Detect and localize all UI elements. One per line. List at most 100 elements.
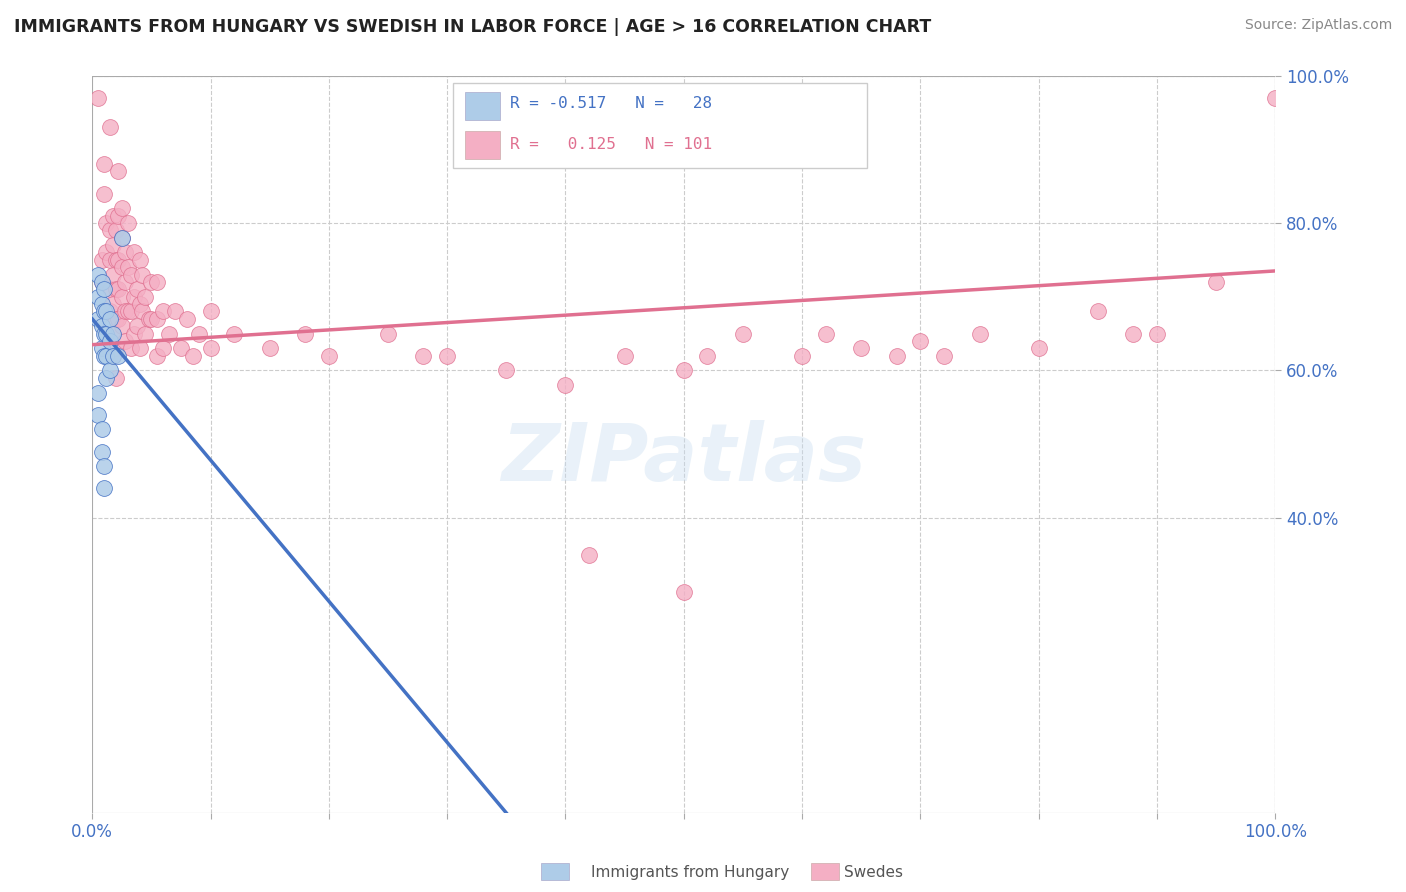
Point bbox=[152, 342, 174, 356]
Point bbox=[107, 349, 129, 363]
Point bbox=[98, 334, 121, 348]
Text: Swedes: Swedes bbox=[844, 865, 903, 880]
Point bbox=[107, 282, 129, 296]
Point bbox=[96, 216, 118, 230]
Point bbox=[932, 349, 955, 363]
Point bbox=[1122, 326, 1144, 341]
Point bbox=[93, 304, 115, 318]
Point bbox=[93, 482, 115, 496]
Point bbox=[87, 311, 110, 326]
Point bbox=[114, 245, 136, 260]
Point bbox=[554, 378, 576, 392]
Point bbox=[814, 326, 837, 341]
Point bbox=[134, 290, 156, 304]
Point bbox=[104, 371, 127, 385]
Point bbox=[107, 209, 129, 223]
Point bbox=[1087, 304, 1109, 318]
Point bbox=[187, 326, 209, 341]
Point bbox=[103, 326, 125, 341]
Point bbox=[111, 319, 134, 334]
Point bbox=[969, 326, 991, 341]
Point bbox=[96, 371, 118, 385]
Point bbox=[672, 363, 695, 377]
Point bbox=[1146, 326, 1168, 341]
Point bbox=[696, 349, 718, 363]
Point bbox=[103, 349, 125, 363]
Text: R =   0.125   N = 101: R = 0.125 N = 101 bbox=[510, 137, 711, 153]
Point bbox=[111, 231, 134, 245]
Point bbox=[90, 422, 112, 436]
Point bbox=[114, 334, 136, 348]
Point bbox=[128, 252, 150, 267]
Point bbox=[170, 342, 193, 356]
Point bbox=[122, 245, 145, 260]
Point bbox=[1028, 342, 1050, 356]
Point bbox=[96, 349, 118, 363]
Point bbox=[90, 275, 112, 289]
Point bbox=[731, 326, 754, 341]
Point bbox=[114, 304, 136, 318]
Point bbox=[318, 349, 340, 363]
Point bbox=[98, 363, 121, 377]
Point bbox=[200, 304, 222, 318]
Point bbox=[87, 90, 110, 104]
Text: Immigrants from Hungary: Immigrants from Hungary bbox=[591, 865, 789, 880]
Point bbox=[436, 349, 458, 363]
Point bbox=[176, 311, 198, 326]
Point bbox=[111, 201, 134, 215]
Point bbox=[103, 209, 125, 223]
Point bbox=[98, 334, 121, 348]
FancyBboxPatch shape bbox=[465, 131, 501, 159]
Point bbox=[93, 157, 115, 171]
Point bbox=[157, 326, 180, 341]
Point bbox=[163, 304, 186, 318]
Point bbox=[87, 385, 110, 400]
Point bbox=[120, 268, 142, 282]
Point bbox=[107, 311, 129, 326]
Point bbox=[96, 304, 118, 318]
Point bbox=[1264, 90, 1286, 104]
Point bbox=[122, 326, 145, 341]
Point bbox=[114, 275, 136, 289]
Point bbox=[104, 223, 127, 237]
Point bbox=[93, 326, 115, 341]
Point bbox=[117, 260, 139, 275]
FancyBboxPatch shape bbox=[453, 83, 868, 168]
Point bbox=[98, 223, 121, 237]
Point bbox=[138, 311, 160, 326]
Point bbox=[103, 238, 125, 252]
Point bbox=[910, 334, 932, 348]
Point bbox=[87, 268, 110, 282]
Point bbox=[181, 349, 204, 363]
Text: ZIPatlas: ZIPatlas bbox=[502, 420, 866, 498]
Point bbox=[117, 216, 139, 230]
Point bbox=[98, 252, 121, 267]
Point bbox=[98, 120, 121, 135]
Point bbox=[120, 304, 142, 318]
Point bbox=[93, 459, 115, 474]
Point bbox=[96, 326, 118, 341]
Point bbox=[259, 342, 281, 356]
Text: IMMIGRANTS FROM HUNGARY VS SWEDISH IN LABOR FORCE | AGE > 16 CORRELATION CHART: IMMIGRANTS FROM HUNGARY VS SWEDISH IN LA… bbox=[14, 18, 931, 36]
Point bbox=[93, 349, 115, 363]
Point bbox=[127, 282, 149, 296]
Point bbox=[672, 584, 695, 599]
Point bbox=[851, 342, 873, 356]
Point bbox=[117, 304, 139, 318]
Point bbox=[90, 342, 112, 356]
Point bbox=[146, 311, 169, 326]
Point bbox=[131, 304, 153, 318]
Point bbox=[93, 282, 115, 296]
Point bbox=[104, 342, 127, 356]
Point bbox=[98, 282, 121, 296]
Point bbox=[90, 444, 112, 458]
Point bbox=[224, 326, 246, 341]
Text: R = -0.517   N =   28: R = -0.517 N = 28 bbox=[510, 96, 711, 111]
Point bbox=[87, 290, 110, 304]
Point bbox=[107, 164, 129, 178]
Point bbox=[412, 349, 434, 363]
Point bbox=[613, 349, 636, 363]
Point bbox=[886, 349, 908, 363]
Point bbox=[294, 326, 316, 341]
Point bbox=[128, 342, 150, 356]
